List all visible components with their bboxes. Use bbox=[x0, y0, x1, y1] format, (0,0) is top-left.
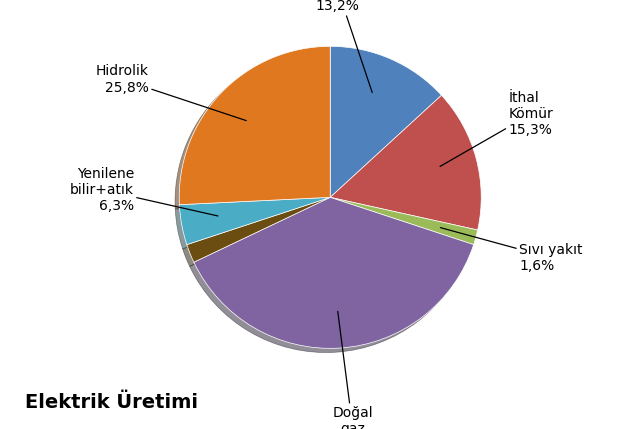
Text: Hidrolik
25,8%: Hidrolik 25,8% bbox=[96, 64, 246, 121]
Wedge shape bbox=[194, 197, 474, 348]
Text: Yerli
Kömür
13,2%: Yerli Kömür 13,2% bbox=[315, 0, 372, 93]
Text: Doğal
gaz
37,9%: Doğal gaz 37,9% bbox=[331, 311, 375, 429]
Wedge shape bbox=[330, 95, 481, 230]
Text: İthal
Kömür
15,3%: İthal Kömür 15,3% bbox=[440, 91, 553, 166]
Text: Elektrik Üretimi: Elektrik Üretimi bbox=[25, 393, 198, 412]
Wedge shape bbox=[179, 46, 330, 205]
Wedge shape bbox=[179, 197, 330, 245]
Wedge shape bbox=[330, 197, 477, 245]
Text: Yenilene
bilir+atık
6,3%: Yenilene bilir+atık 6,3% bbox=[70, 166, 218, 216]
Text: Sıvı yakıt
1,6%: Sıvı yakıt 1,6% bbox=[440, 228, 582, 273]
Wedge shape bbox=[330, 46, 442, 197]
Wedge shape bbox=[187, 197, 330, 262]
